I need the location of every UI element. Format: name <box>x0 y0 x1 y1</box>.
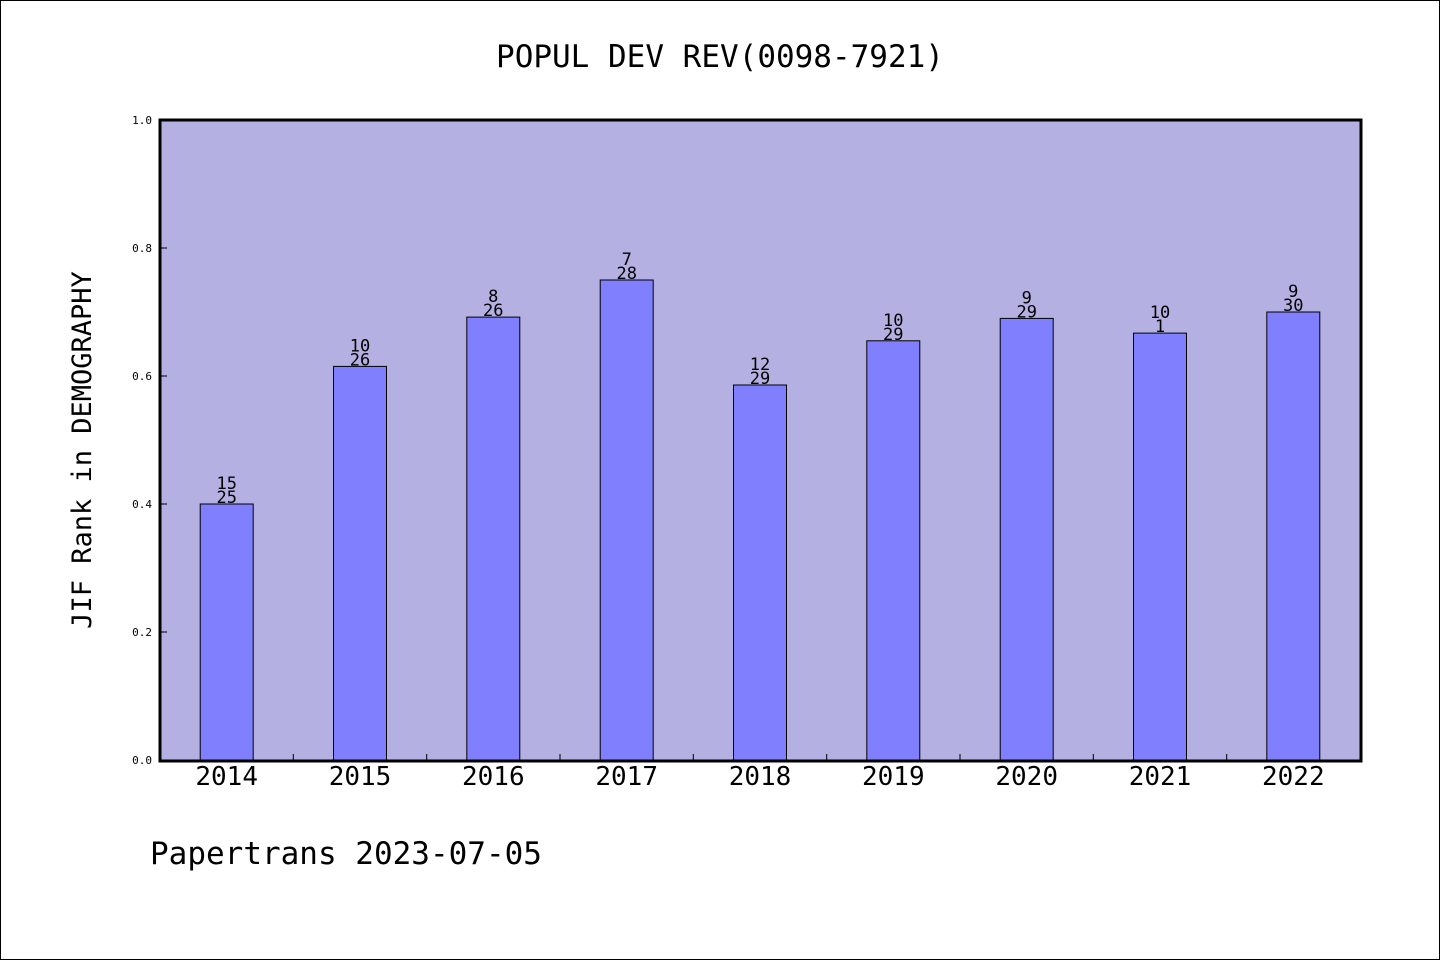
x-axis: 2014 2015 2016 2017 2018 2019 2020 2021 2022 <box>195 754 1325 792</box>
bar-label-top-2015: 10 <box>350 336 370 356</box>
footer-text: Papertrans 2023-07-05 <box>150 836 542 872</box>
x-tick-label-2017: 2017 <box>595 762 658 792</box>
bar-2017 <box>599 279 654 761</box>
bar-2015 <box>333 365 387 761</box>
bar-label-top-2018: 12 <box>750 355 770 375</box>
x-tick-label-2020: 2020 <box>995 762 1058 792</box>
bar-label-top-2016: 8 <box>488 287 498 307</box>
x-tick-label-2022: 2022 <box>1262 762 1325 792</box>
x-tick-label-2015: 2015 <box>329 762 392 792</box>
y-axis-label: JIF Rank in DEMOGRAPHY <box>67 271 98 629</box>
x-tick-label-2019: 2019 <box>862 762 925 792</box>
x-tick-label-2021: 2021 <box>1129 762 1192 792</box>
bar-2020 <box>999 317 1054 761</box>
bar-2014 <box>199 503 254 761</box>
bar-label-top-2021: 10 <box>1150 303 1170 323</box>
chart-title: POPUL DEV REV(0098-7921) <box>496 39 944 75</box>
bar-2016 <box>466 316 521 761</box>
bar-2022 <box>1266 311 1321 761</box>
bar-label-bottom-2020: 29 <box>1016 302 1036 322</box>
bar-label-top-2014: 15 <box>216 474 236 494</box>
bar-label-bottom-2014: 25 <box>216 488 236 508</box>
bar-label-bottom-2022: 30 <box>1283 296 1303 316</box>
bar-label-bottom-2017: 28 <box>616 264 636 284</box>
bar-label-top-2020: 9 <box>1022 288 1032 308</box>
y-tick-label-0.0: 0.0 <box>132 754 152 767</box>
bar-2018 <box>733 384 787 761</box>
x-tick-label-2016: 2016 <box>462 762 525 792</box>
bar-label-top-2019: 10 <box>883 311 903 331</box>
bar-label-bottom-2018: 29 <box>750 369 770 389</box>
y-tick-label-1.0: 1.0 <box>132 114 152 127</box>
plot-frame <box>158 118 1363 763</box>
y-tick-label-0.2: 0.2 <box>132 626 152 639</box>
x-tick-label-2018: 2018 <box>729 762 792 792</box>
bar-label-bottom-2015: 26 <box>350 350 370 370</box>
y-tick-label-0.8: 0.8 <box>132 242 152 255</box>
bar-label-top-2022: 9 <box>1288 282 1298 302</box>
x-tick-label-2014: 2014 <box>195 762 258 792</box>
bar-2021 <box>1133 332 1187 761</box>
bar-label-bottom-2021: 1 <box>1155 317 1165 337</box>
bar-label-bottom-2019: 29 <box>883 325 903 345</box>
bars-layer <box>199 279 1321 761</box>
bar-label-bottom-2016: 26 <box>483 301 503 321</box>
bar-label-top-2017: 7 <box>622 250 632 270</box>
bar-2019 <box>866 340 921 761</box>
y-tick-label-0.4: 0.4 <box>132 498 152 511</box>
y-tick-label-0.6: 0.6 <box>132 370 152 383</box>
